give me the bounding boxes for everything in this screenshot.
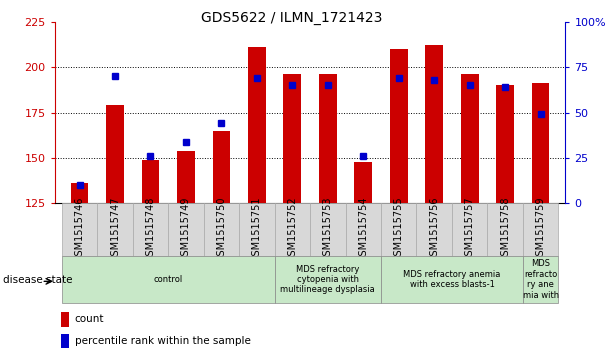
Bar (239, 203, 275, 256)
Text: GSM1515752: GSM1515752 (288, 197, 297, 262)
Text: GSM1515756: GSM1515756 (429, 197, 439, 262)
Bar (275, 256, 381, 303)
Text: GSM1515747: GSM1515747 (110, 197, 120, 262)
Text: GSM1515757: GSM1515757 (465, 197, 475, 262)
Bar (275, 203, 310, 256)
Text: GSM1515749: GSM1515749 (181, 197, 191, 262)
Bar (283, 74, 301, 203)
Text: MDS refractory anemia
with excess blasts-1: MDS refractory anemia with excess blasts… (403, 270, 500, 289)
Text: disease state: disease state (3, 274, 72, 285)
Bar (168, 203, 204, 256)
Bar (319, 74, 337, 203)
Bar (390, 49, 407, 203)
Bar (62, 256, 275, 303)
Bar (488, 203, 523, 256)
Bar (381, 256, 523, 303)
Text: GDS5622 / ILMN_1721423: GDS5622 / ILMN_1721423 (201, 11, 382, 25)
Bar (523, 203, 558, 256)
Bar (177, 151, 195, 203)
Text: GSM1515759: GSM1515759 (536, 197, 545, 262)
Bar (381, 203, 416, 256)
Bar (461, 74, 478, 203)
Text: GSM1515754: GSM1515754 (358, 197, 368, 262)
Bar (97, 203, 133, 256)
Bar (496, 85, 514, 203)
Bar (248, 47, 266, 203)
Bar (532, 83, 550, 203)
Bar (142, 160, 159, 203)
Bar (213, 131, 230, 203)
Text: control: control (154, 275, 183, 284)
Text: MDS
refracto
ry ane
mia with: MDS refracto ry ane mia with (522, 260, 559, 299)
Bar (204, 203, 239, 256)
Bar (426, 45, 443, 203)
Text: MDS refractory
cytopenia with
multilineage dysplasia: MDS refractory cytopenia with multilinea… (280, 265, 375, 294)
Text: GSM1515748: GSM1515748 (145, 197, 156, 262)
Bar (345, 203, 381, 256)
Bar (354, 162, 372, 203)
Text: percentile rank within the sample: percentile rank within the sample (75, 336, 250, 346)
Bar (71, 183, 88, 203)
Bar (452, 203, 488, 256)
Bar (62, 203, 97, 256)
Bar (416, 203, 452, 256)
Text: count: count (75, 314, 105, 325)
Text: GSM1515753: GSM1515753 (323, 197, 333, 262)
Text: GSM1515758: GSM1515758 (500, 197, 510, 262)
Bar (310, 203, 345, 256)
Text: GSM1515755: GSM1515755 (394, 197, 404, 262)
Text: GSM1515751: GSM1515751 (252, 197, 262, 262)
Bar (106, 105, 124, 203)
Bar (133, 203, 168, 256)
Text: GSM1515750: GSM1515750 (216, 197, 226, 262)
Text: GSM1515746: GSM1515746 (75, 197, 85, 262)
Bar (523, 256, 558, 303)
